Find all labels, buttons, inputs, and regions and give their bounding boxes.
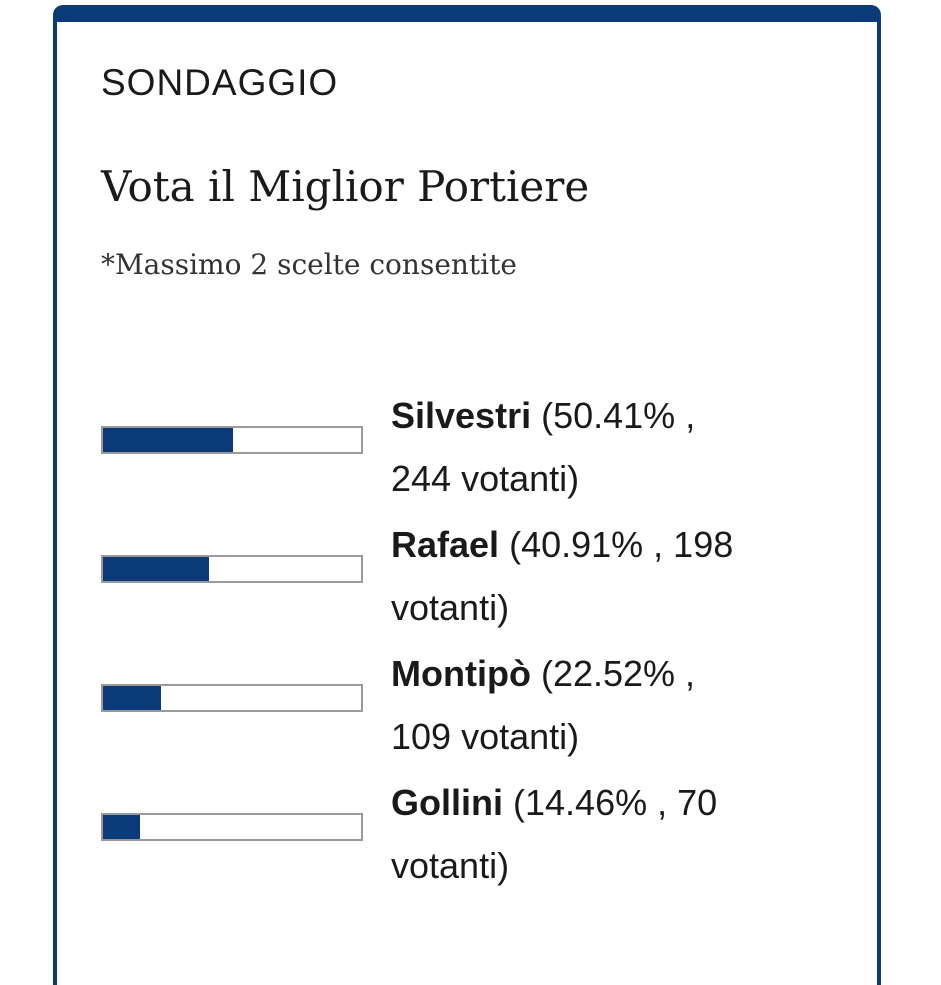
option-stats: (22.52% , 109 votanti) xyxy=(391,653,696,757)
result-bar-fill xyxy=(103,686,162,710)
result-bar-fill xyxy=(103,815,141,839)
poll-card: SONDAGGIO Vota il Miglior Portiere *Mass… xyxy=(53,5,881,985)
poll-option-silvestri[interactable]: Silvestri (50.41% , 244 votanti) xyxy=(101,392,861,502)
poll-kicker: SONDAGGIO xyxy=(101,62,339,103)
result-bar xyxy=(101,426,363,454)
option-name: Rafael xyxy=(391,524,500,565)
option-name: Silvestri xyxy=(391,395,532,436)
option-stats: (40.91% , 198 votanti) xyxy=(391,524,734,628)
option-label: Silvestri (50.41% , 244 votanti) xyxy=(391,384,751,510)
result-bar-fill xyxy=(103,557,209,581)
result-bar-fill xyxy=(103,428,234,452)
option-name: Montipò xyxy=(391,653,531,694)
poll-option-gollini[interactable]: Gollini (14.46% , 70 votanti) xyxy=(101,779,861,889)
poll-subtitle: *Massimo 2 scelte consentite xyxy=(101,248,517,281)
poll-title: Vota il Miglior Portiere xyxy=(101,162,590,211)
option-stats: (14.46% , 70 votanti) xyxy=(391,782,718,886)
option-label: Gollini (14.46% , 70 votanti) xyxy=(391,771,751,897)
option-label: Montipò (22.52% , 109 votanti) xyxy=(391,642,751,768)
option-label: Rafael (40.91% , 198 votanti) xyxy=(391,513,751,639)
result-bar xyxy=(101,555,363,583)
option-name: Gollini xyxy=(391,782,503,823)
result-bar xyxy=(101,684,363,712)
result-bar xyxy=(101,813,363,841)
poll-option-montipo[interactable]: Montipò (22.52% , 109 votanti) xyxy=(101,650,861,760)
option-stats: (50.41% , 244 votanti) xyxy=(391,395,696,499)
poll-option-rafael[interactable]: Rafael (40.91% , 198 votanti) xyxy=(101,521,861,631)
